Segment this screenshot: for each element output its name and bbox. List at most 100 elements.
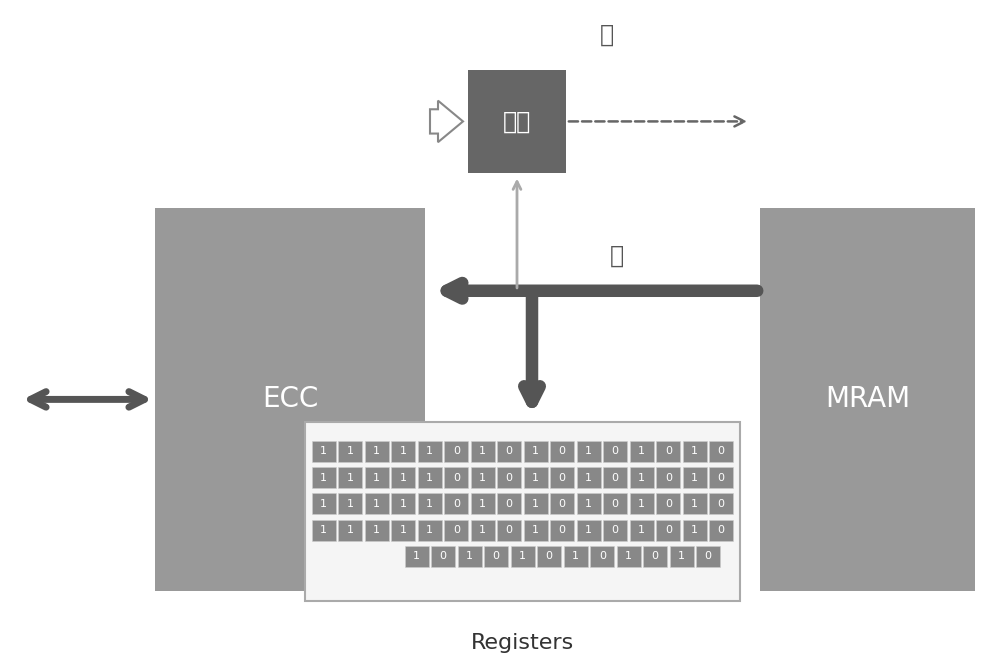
Bar	[564, 546, 588, 567]
Text: 1: 1	[400, 447, 407, 456]
Text: 0: 0	[506, 499, 513, 509]
Text: 1: 1	[691, 447, 698, 456]
Bar	[391, 493, 415, 515]
Text: 1: 1	[532, 447, 539, 456]
Text: 0: 0	[453, 499, 460, 509]
Text: 1: 1	[347, 447, 354, 456]
Bar	[391, 467, 415, 489]
Bar	[630, 493, 654, 515]
Bar	[418, 467, 442, 489]
Text: 0: 0	[665, 525, 672, 535]
Text: 1: 1	[532, 473, 539, 483]
Text: 0: 0	[506, 473, 513, 483]
Bar	[577, 493, 601, 515]
Bar	[656, 493, 680, 515]
Bar	[524, 467, 548, 489]
Bar	[312, 493, 336, 515]
Bar	[550, 441, 574, 462]
Bar	[468, 70, 566, 173]
Bar	[709, 441, 733, 462]
Bar	[471, 467, 495, 489]
Text: 0: 0	[506, 525, 513, 535]
Bar	[391, 519, 415, 541]
Bar	[709, 519, 733, 541]
Bar	[709, 493, 733, 515]
Text: 0: 0	[705, 551, 712, 561]
Text: 0: 0	[440, 551, 447, 561]
Bar	[338, 467, 362, 489]
Text: 0: 0	[665, 447, 672, 456]
Bar	[577, 441, 601, 462]
Bar	[418, 519, 442, 541]
Bar	[670, 546, 694, 567]
Text: 0: 0	[506, 447, 513, 456]
Text: 1: 1	[320, 525, 327, 535]
Text: 1: 1	[572, 551, 579, 561]
Bar	[458, 546, 482, 567]
Text: 1: 1	[347, 473, 354, 483]
Bar	[418, 441, 442, 462]
Bar	[312, 441, 336, 462]
Text: 1: 1	[373, 499, 380, 509]
Text: 0: 0	[559, 525, 566, 535]
Bar	[643, 546, 667, 567]
Bar	[312, 467, 336, 489]
Text: 1: 1	[532, 525, 539, 535]
Text: 0: 0	[718, 473, 725, 483]
Bar	[656, 441, 680, 462]
Bar	[603, 519, 627, 541]
Text: 1: 1	[400, 525, 407, 535]
Text: 0: 0	[718, 499, 725, 509]
Bar	[630, 441, 654, 462]
Text: 1: 1	[638, 447, 645, 456]
Text: MRAM: MRAM	[825, 385, 910, 413]
Text: 比较: 比较	[503, 109, 531, 133]
Text: 1: 1	[519, 551, 526, 561]
Bar	[550, 519, 574, 541]
Text: 1: 1	[585, 525, 592, 535]
Bar	[431, 546, 455, 567]
Text: 0: 0	[718, 447, 725, 456]
Text: 0: 0	[612, 499, 619, 509]
Bar	[444, 493, 468, 515]
Bar	[305, 422, 740, 600]
Text: 0: 0	[612, 447, 619, 456]
Bar	[444, 441, 468, 462]
Bar	[365, 441, 389, 462]
Text: 0: 0	[599, 551, 606, 561]
Bar	[696, 546, 720, 567]
Text: ECC: ECC	[262, 385, 318, 413]
Bar	[365, 467, 389, 489]
Text: 1: 1	[625, 551, 632, 561]
Bar	[683, 493, 707, 515]
Text: 0: 0	[453, 473, 460, 483]
Text: 0: 0	[559, 499, 566, 509]
Bar	[683, 441, 707, 462]
Text: 1: 1	[638, 499, 645, 509]
Text: 1: 1	[413, 551, 420, 561]
Bar	[630, 519, 654, 541]
Text: 0: 0	[559, 473, 566, 483]
Bar	[683, 519, 707, 541]
Bar	[444, 467, 468, 489]
Text: 1: 1	[373, 525, 380, 535]
FancyArrow shape	[430, 101, 463, 142]
Text: 1: 1	[638, 473, 645, 483]
Bar	[338, 441, 362, 462]
Text: 1: 1	[678, 551, 685, 561]
Text: 1: 1	[585, 447, 592, 456]
Text: 0: 0	[718, 525, 725, 535]
Text: 1: 1	[373, 447, 380, 456]
Text: 1: 1	[691, 525, 698, 535]
Text: 1: 1	[320, 447, 327, 456]
Text: 1: 1	[320, 473, 327, 483]
Bar	[155, 208, 425, 591]
Bar	[338, 519, 362, 541]
Text: 0: 0	[665, 499, 672, 509]
Bar	[709, 467, 733, 489]
Bar	[630, 467, 654, 489]
Bar	[338, 493, 362, 515]
Text: 0: 0	[453, 447, 460, 456]
Bar	[471, 493, 495, 515]
Text: 0: 0	[665, 473, 672, 483]
